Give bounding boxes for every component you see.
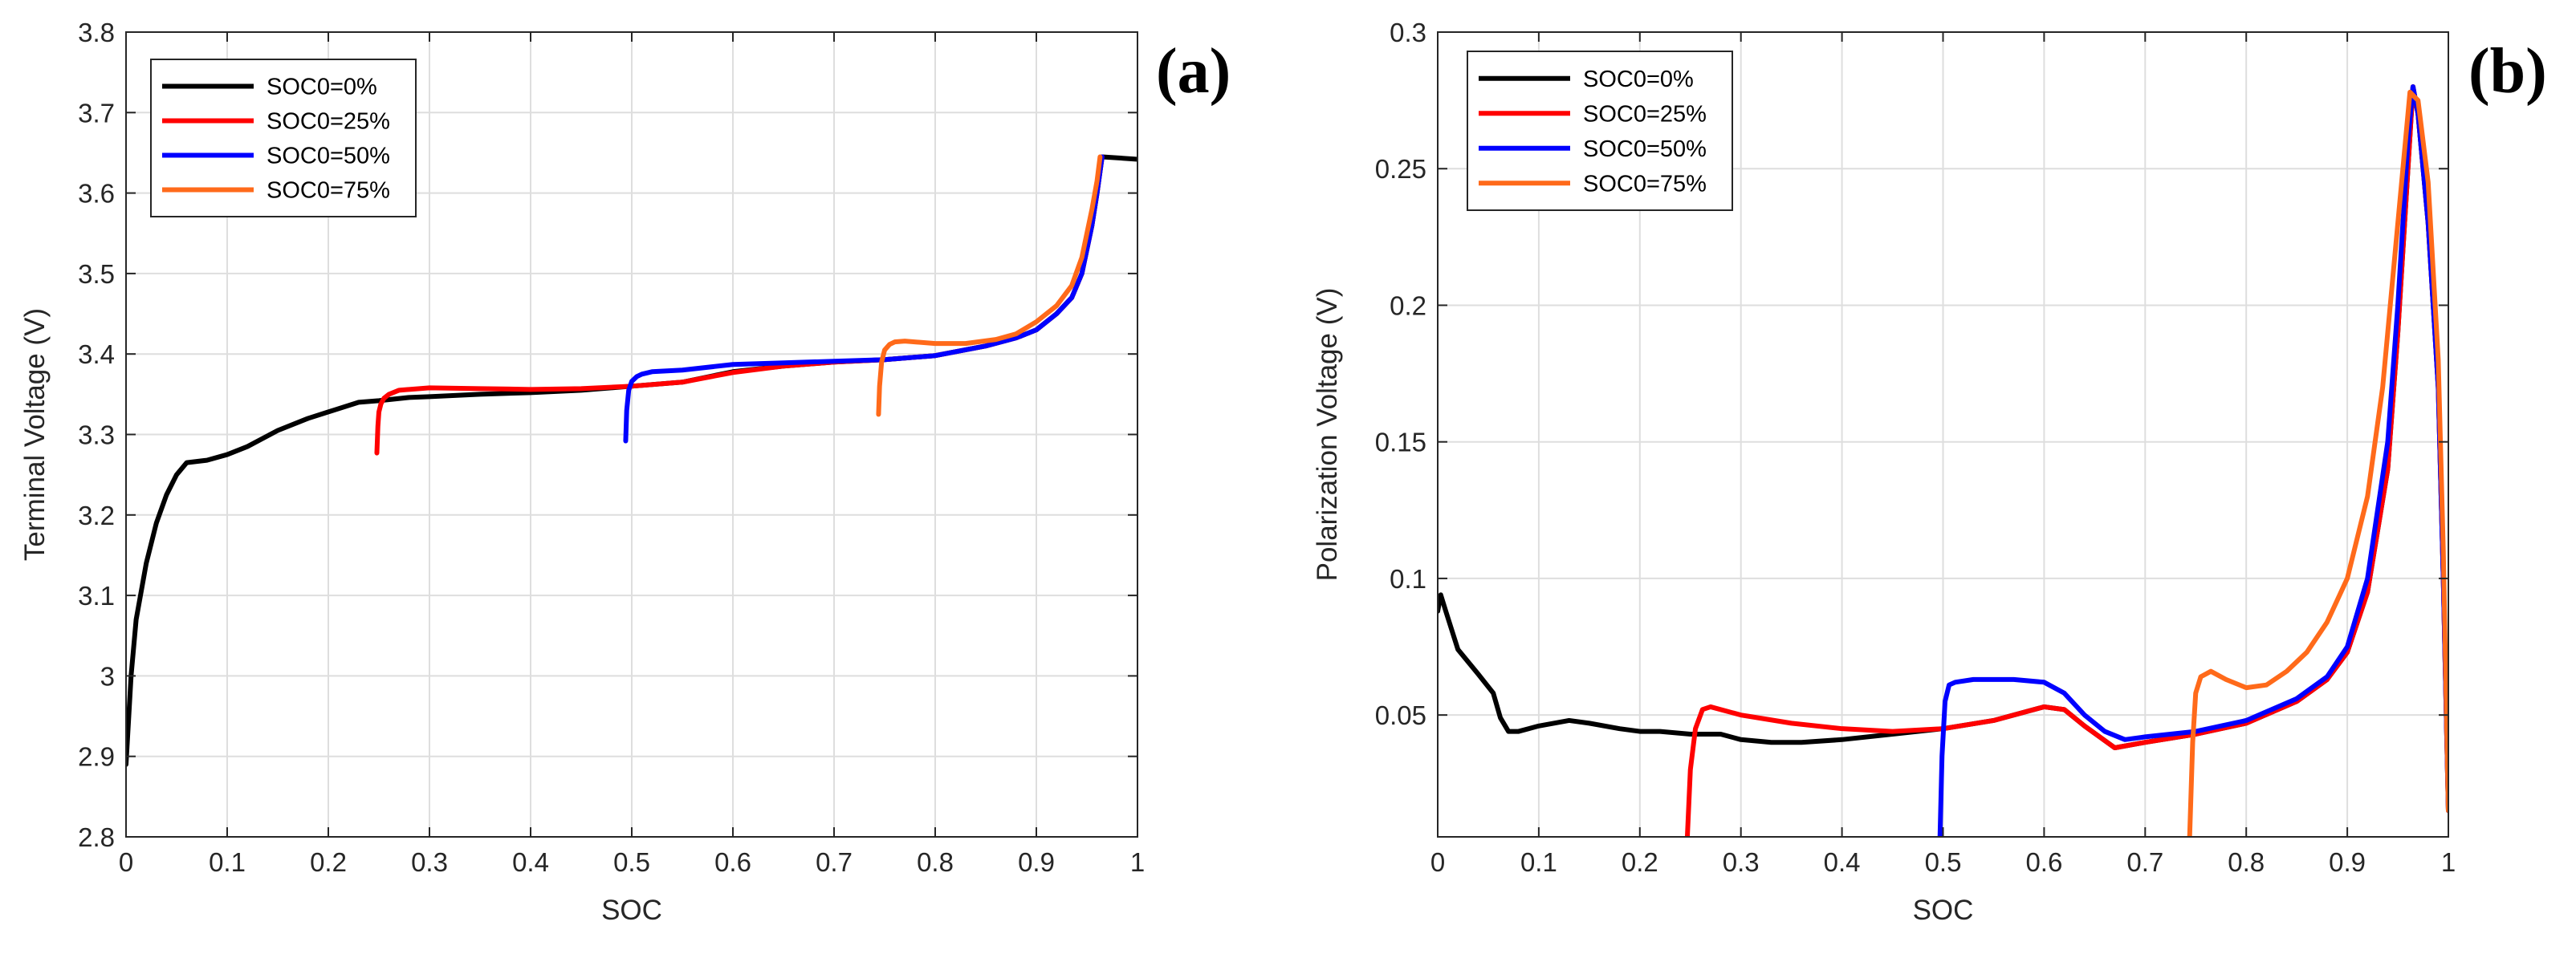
panel-b: 0 0.1 0.2 0.3 0.4 0.5 0.6 0.7 0.8 0.9 1 0.05 0.1 0.15…	[1312, 18, 2547, 926]
panel-label: (a)	[1156, 36, 1231, 107]
y-axis-label: Terminal Voltage (V)	[19, 308, 51, 561]
x-tick-label: 0.6	[714, 847, 751, 877]
y-tick-label: 0.3	[1390, 18, 1426, 47]
legend-label-4: SOC0=75%	[1583, 171, 1707, 197]
x-tick-label: 0.4	[512, 847, 549, 877]
y-tick-label: 2.9	[78, 742, 115, 772]
series-line-4	[2187, 89, 2448, 837]
legend: SOC0=0% SOC0=25% SOC0=50% SOC0=75%	[150, 59, 417, 217]
x-tick-label: 0.8	[917, 847, 954, 877]
x-tick-label: 0.3	[1723, 847, 1760, 877]
x-tick-label: 0.8	[2228, 847, 2265, 877]
x-tick-label: 1	[2441, 847, 2456, 877]
x-tick-label: 0.1	[209, 847, 246, 877]
panel-a: 0 0.1 0.2 0.3 0.4 0.5 0.6 0.7 0.8 0.9 1 2.8 2.9 3 3.1 3…	[19, 18, 1231, 926]
y-tick-label: 0.05	[1375, 700, 1426, 730]
legend-label-1: SOC0=0%	[1583, 67, 1694, 92]
y-tick-label: 3.1	[78, 581, 115, 611]
x-tick-label: 0.1	[1520, 847, 1557, 877]
y-tick-label: 3.7	[78, 98, 115, 128]
legend-label-3: SOC0=50%	[267, 144, 390, 169]
y-tick-label: 3	[100, 661, 115, 691]
y-tick-label: 3.4	[78, 339, 115, 369]
x-tick-label: 0	[1430, 847, 1445, 877]
x-tick-label: 0.4	[1824, 847, 1861, 877]
x-tick-label: 0.7	[816, 847, 853, 877]
x-tick-label: 0.5	[613, 847, 650, 877]
series-lines	[1438, 84, 2448, 837]
x-tick-label: 0.7	[2126, 847, 2163, 877]
x-axis-label: SOC	[1913, 895, 1974, 926]
y-tick-label: 0.2	[1390, 290, 1426, 320]
series-line-4	[876, 154, 1103, 417]
legend-label-2: SOC0=25%	[1583, 101, 1707, 127]
legend: SOC0=0% SOC0=25% SOC0=50% SOC0=75%	[1467, 51, 1733, 211]
legend-label-1: SOC0=0%	[267, 75, 377, 100]
x-tick-label: 0.3	[411, 847, 448, 877]
y-tick-label: 3.3	[78, 420, 115, 450]
x-tick-label: 0.2	[310, 847, 347, 877]
y-tick-label: 2.8	[78, 822, 115, 852]
y-tick-label: 3.2	[78, 501, 115, 530]
series-lines	[126, 154, 1137, 767]
y-tick-label: 3.6	[78, 179, 115, 209]
x-tick-label: 0	[119, 847, 133, 877]
y-tick-label: 0.25	[1375, 154, 1426, 184]
x-tick-label: 1	[1130, 847, 1145, 877]
legend-label-4: SOC0=75%	[267, 178, 390, 204]
panel-label: (b)	[2468, 36, 2547, 107]
x-tick-label: 0.2	[1622, 847, 1658, 877]
x-tick-label: 0.9	[2329, 847, 2366, 877]
x-tick-label: 0.9	[1018, 847, 1055, 877]
y-axis-label: Polarization Voltage (V)	[1312, 288, 1343, 582]
legend-label-3: SOC0=50%	[1583, 136, 1707, 162]
y-tick-label: 0.1	[1390, 564, 1426, 594]
series-line-3	[623, 154, 1105, 444]
y-tick-label: 3.8	[78, 18, 115, 47]
legend-label-2: SOC0=25%	[267, 109, 390, 135]
y-tick-label: 0.15	[1375, 428, 1426, 457]
y-tick-label: 3.5	[78, 259, 115, 289]
x-tick-label: 0.6	[2025, 847, 2062, 877]
x-tick-label: 0.5	[1925, 847, 1962, 877]
x-axis-label: SOC	[601, 895, 662, 926]
